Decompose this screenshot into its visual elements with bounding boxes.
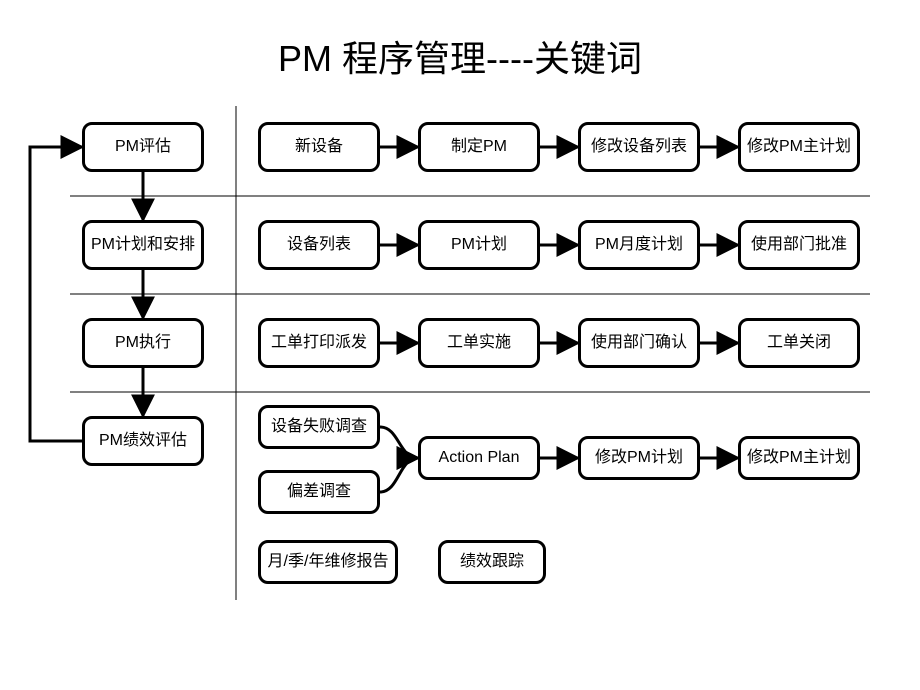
node-pm-month: PM月度计划 [578, 220, 700, 270]
diagram-title: PM 程序管理----关键词 [0, 30, 920, 82]
node-pm-eval: PM评估 [82, 122, 204, 172]
node-wo-do: 工单实施 [418, 318, 540, 368]
node-maint-report: 月/季/年维修报告 [258, 540, 398, 584]
node-new-eq: 新设备 [258, 122, 380, 172]
flowchart-canvas: PM 程序管理----关键词 PM评估 PM计划和安排 PM执行 PM绩效评估 新设备制… [0, 0, 920, 690]
node-perf-track: 绩效跟踪 [438, 540, 546, 584]
node-wo-print: 工单打印派发 [258, 318, 380, 368]
node-pm-plan: PM计划和安排 [82, 220, 204, 270]
node-wo-close: 工单关闭 [738, 318, 860, 368]
node-mod-master2: 修改PM主计划 [738, 436, 860, 480]
node-dev-invest: 偏差调查 [258, 470, 380, 514]
node-pm-schedule: PM计划 [418, 220, 540, 270]
node-make-pm: 制定PM [418, 122, 540, 172]
node-eqlist: 设备列表 [258, 220, 380, 270]
node-dept-confirm: 使用部门确认 [578, 318, 700, 368]
node-mod-pmplan: 修改PM计划 [578, 436, 700, 480]
node-mod-eqlist: 修改设备列表 [578, 122, 700, 172]
node-pm-perf: PM绩效评估 [82, 416, 204, 466]
node-pm-exec: PM执行 [82, 318, 204, 368]
node-mod-master1: 修改PM主计划 [738, 122, 860, 172]
node-fail-invest: 设备失败调查 [258, 405, 380, 449]
node-action-plan: Action Plan [418, 436, 540, 480]
node-dept-approve: 使用部门批准 [738, 220, 860, 270]
